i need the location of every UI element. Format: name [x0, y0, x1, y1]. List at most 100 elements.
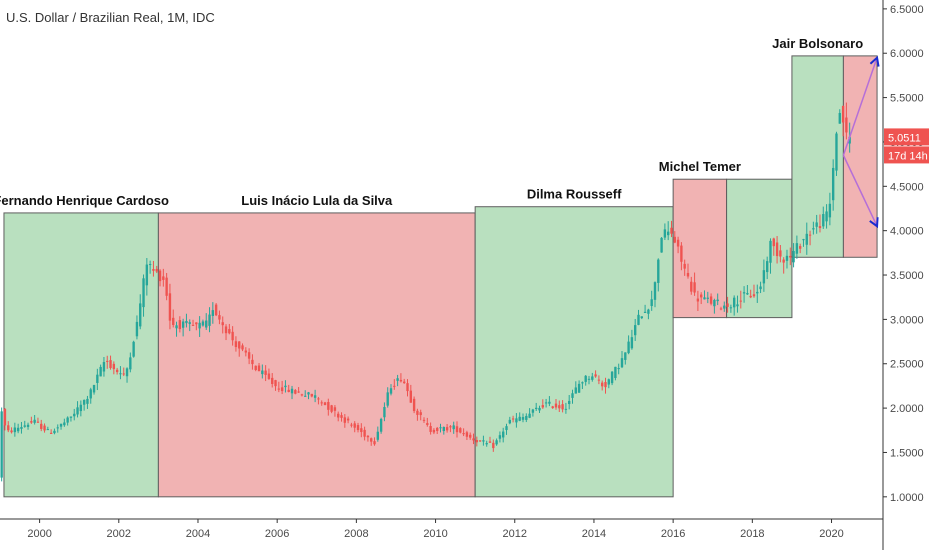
candle-body [475, 440, 478, 443]
candle-body [746, 293, 749, 295]
candle-body [614, 366, 617, 379]
candle-body [188, 322, 191, 324]
candle-body [673, 236, 676, 243]
candle-body [251, 359, 254, 365]
candle-body [122, 373, 125, 375]
y-tick-label: 2.5000 [890, 359, 924, 371]
candle-body [802, 239, 805, 241]
candle-body [396, 378, 399, 381]
candle-body [109, 360, 112, 369]
candle-body [106, 360, 109, 362]
candle-body [690, 281, 693, 292]
candle-body [439, 427, 442, 429]
candle-body [716, 299, 719, 302]
candle-body [772, 238, 775, 247]
candle-body [363, 429, 366, 437]
candle-body [726, 303, 729, 307]
x-tick-label: 2018 [740, 528, 764, 540]
candle-body [544, 402, 548, 404]
candle-body [538, 407, 541, 411]
candle-body [218, 315, 221, 320]
candle-body [76, 407, 79, 415]
projection-arrow-down-head [869, 217, 879, 229]
candle-body [848, 136, 851, 144]
y-tick-label: 4.0000 [890, 226, 924, 238]
candle-body [102, 362, 106, 372]
price-tags-layer: 5.0511 17d 14h [884, 128, 929, 164]
candle-body [485, 443, 488, 445]
candle-body [736, 304, 739, 307]
candle-body [759, 286, 762, 290]
candle-body [561, 404, 564, 410]
candle-body [142, 278, 145, 308]
candle-body [653, 282, 657, 300]
candle-body [584, 375, 587, 382]
candle-body [330, 405, 333, 412]
candle-body [571, 393, 574, 398]
candle-body [191, 324, 195, 326]
candle-body [36, 421, 40, 423]
candle-body [115, 369, 119, 373]
candle-body [112, 363, 116, 370]
candle-body [749, 295, 752, 298]
candle-body [82, 399, 86, 405]
candle-body [294, 390, 297, 394]
candle-body [650, 299, 653, 307]
x-tick-label: 2008 [344, 528, 368, 540]
candle-body [472, 438, 475, 441]
candle-body [518, 416, 521, 421]
candle-body [313, 395, 317, 398]
candle-body [376, 431, 380, 440]
candle-body [604, 382, 607, 388]
x-tick-label: 2016 [661, 528, 685, 540]
candle-body [775, 242, 779, 257]
candle-body [53, 430, 56, 434]
region-box-7 [842, 55, 878, 258]
region-label-2: Luis Inácio Lula da Silva [241, 193, 393, 208]
candle-body [356, 425, 360, 431]
candle-body [713, 299, 716, 307]
candle-body [825, 211, 828, 222]
candle-body [271, 377, 274, 384]
candle-body [26, 424, 30, 427]
candle-body [16, 427, 20, 432]
y-tick-label: 1.5000 [890, 447, 924, 459]
candle-body [152, 269, 155, 271]
candle-body [634, 325, 637, 336]
candle-body [729, 307, 733, 309]
candle-body [670, 227, 673, 234]
candle-body [343, 417, 347, 423]
y-tick-label: 4.5000 [890, 181, 924, 193]
candle-body [360, 428, 363, 433]
candle-body [647, 309, 650, 314]
candle-body [386, 392, 389, 406]
candle-body [822, 214, 825, 227]
candle-body [340, 415, 343, 418]
candle-body [693, 282, 696, 293]
candle-body [416, 410, 419, 415]
candle-body [769, 240, 772, 263]
candle-body [624, 352, 627, 360]
candle-body [129, 357, 132, 370]
candle-body [699, 294, 703, 298]
candle-body [564, 408, 568, 410]
candle-body [320, 402, 323, 404]
candle-body [168, 293, 172, 321]
candle-body [30, 421, 33, 423]
candle-body [478, 440, 482, 442]
candle-body [79, 404, 83, 412]
region-label-6: Jair Bolsonaro [772, 36, 863, 51]
candle-body [178, 320, 182, 330]
region-label-1: Fernando Henrique Cardoso [0, 193, 169, 208]
candle-body [601, 382, 604, 387]
x-tick-label: 2004 [186, 528, 210, 540]
candle-body [198, 322, 201, 329]
candle-body [627, 341, 630, 354]
candle-body [162, 276, 165, 280]
candle-body [211, 310, 215, 317]
candle-body [43, 425, 46, 431]
candle-body [13, 427, 17, 433]
candle-body [119, 373, 122, 375]
